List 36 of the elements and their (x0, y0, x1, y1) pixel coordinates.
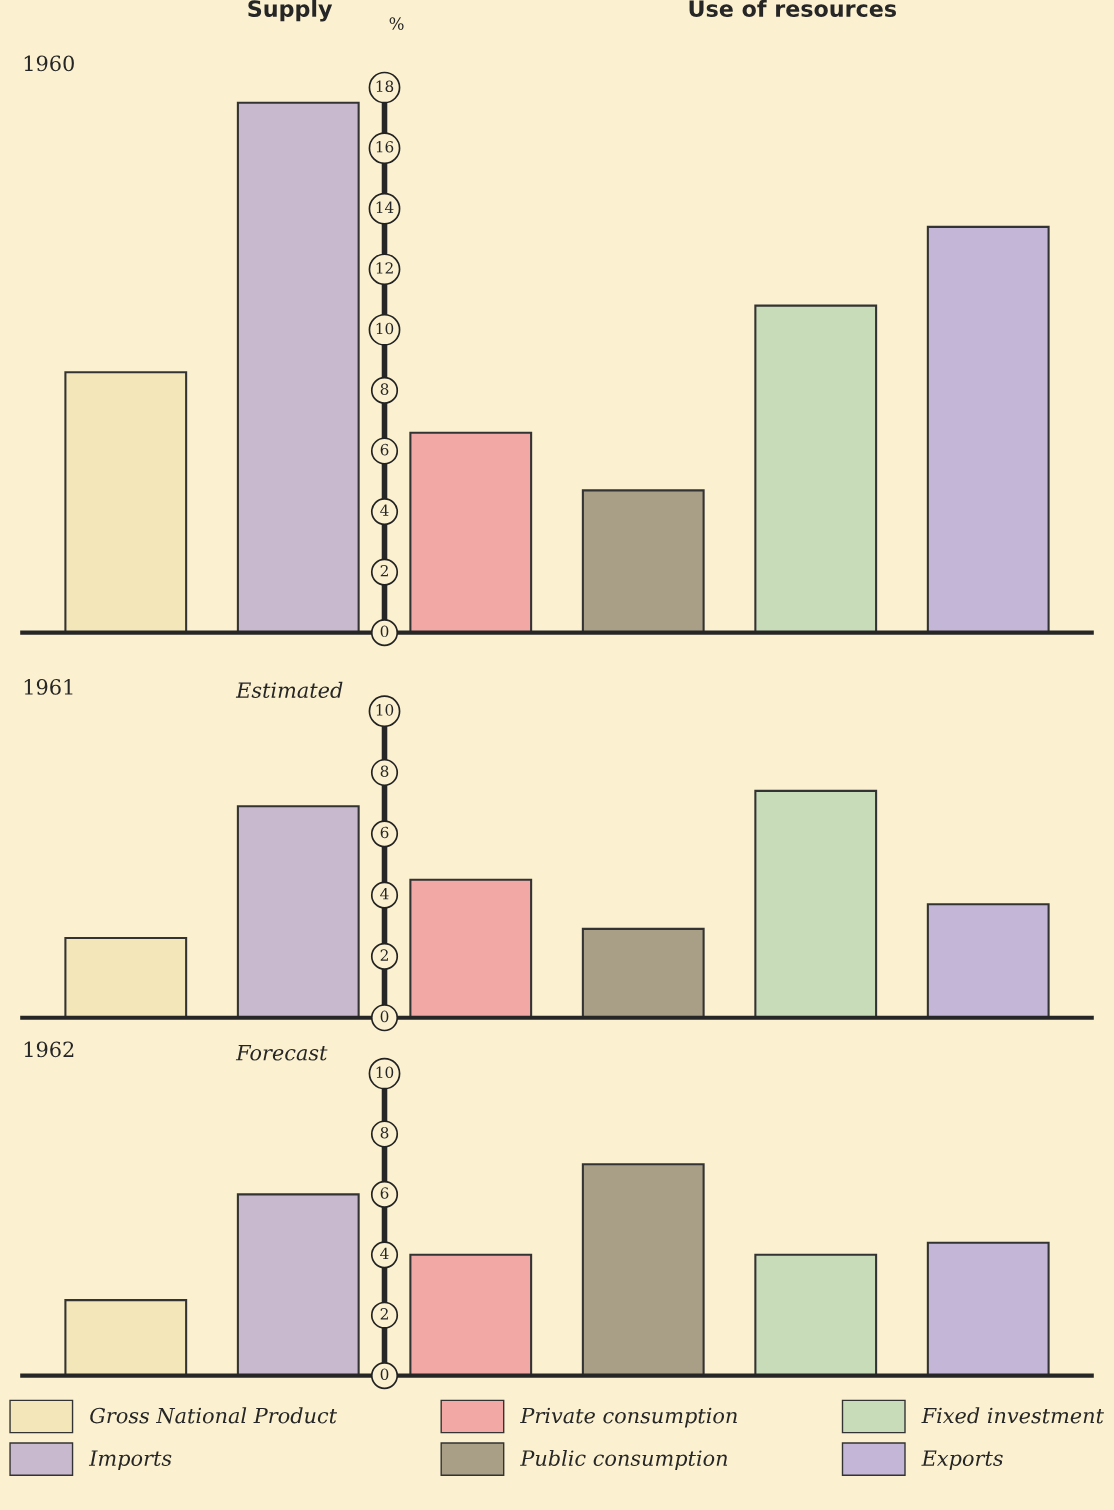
y-tick-label: 4 (380, 888, 389, 900)
y-tick-label: 4 (380, 1247, 389, 1260)
y-tick-label: 2 (380, 1308, 388, 1320)
y-tick-label: 2 (380, 949, 388, 961)
y-tick-label: 18 (376, 80, 394, 93)
y-axis-title: % (389, 17, 404, 30)
chart-title: 1960 (24, 55, 74, 72)
legend-label: Private consumption (520, 1407, 737, 1428)
text: Supply (248, 0, 333, 22)
legend-label: Public consumption (520, 1449, 728, 1471)
y-tick-label: 0 (380, 1368, 389, 1381)
legend-label: Exports (921, 1450, 1003, 1471)
chart-subtitle: Estimated (235, 681, 343, 698)
y-tick-label: 6 (380, 1187, 389, 1199)
chart-title: 1962 (24, 1041, 74, 1058)
y-tick-label: 10 (376, 1066, 394, 1079)
y-tick-label: 4 (380, 504, 389, 516)
y-tick-label: 10 (376, 322, 394, 335)
y-tick-label: 8 (380, 383, 389, 395)
y-tick-label: 0 (380, 1010, 389, 1023)
legend-label: Fixed investment (921, 1407, 1104, 1424)
y-tick-label: 12 (376, 262, 393, 274)
y-tick-label: 14 (376, 201, 394, 213)
text: Use of resources (689, 0, 896, 18)
legend-label: Imports (88, 1450, 172, 1471)
y-tick-label: 16 (376, 141, 394, 153)
y-tick-label: 6 (380, 443, 389, 456)
y-tick-label: 8 (380, 765, 389, 777)
y-tick-label: 2 (380, 565, 388, 577)
y-tick-label: 10 (376, 704, 394, 716)
y-tick-label: 8 (380, 1126, 389, 1139)
y-tick-label: 0 (380, 625, 389, 638)
legend-label: Gross National Product (90, 1407, 338, 1424)
y-tick-label: 6 (380, 826, 389, 839)
chart-title: 1961 (24, 679, 73, 695)
chart-subtitle: Forecast (235, 1045, 328, 1061)
